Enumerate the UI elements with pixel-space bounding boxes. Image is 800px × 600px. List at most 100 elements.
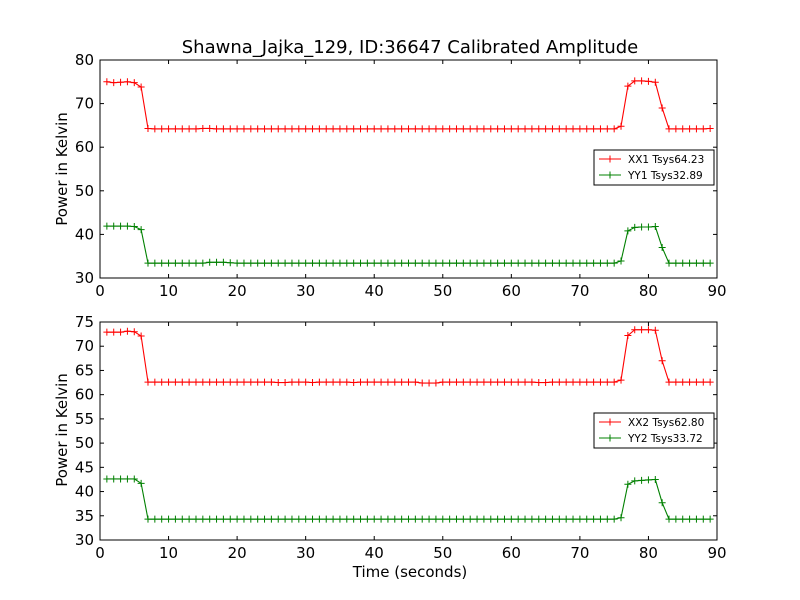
data-point (624, 82, 632, 90)
data-point (329, 515, 337, 523)
data-point (425, 379, 433, 387)
data-point (665, 259, 673, 267)
data-point (686, 378, 694, 386)
data-point (672, 515, 680, 523)
data-point (357, 259, 365, 267)
data-point (466, 378, 474, 386)
x-tick-label: 50 (433, 544, 452, 562)
data-point (507, 515, 515, 523)
data-point (343, 378, 351, 386)
data-point (377, 259, 385, 267)
data-point (384, 515, 392, 523)
data-point (398, 378, 406, 386)
data-point (603, 259, 611, 267)
data-point (254, 125, 262, 133)
data-point (247, 378, 255, 386)
data-point (548, 259, 556, 267)
data-point (247, 515, 255, 523)
data-point (425, 515, 433, 523)
data-point (528, 125, 536, 133)
data-point (658, 243, 666, 251)
y-tick-label: 50 (75, 182, 94, 200)
data-point (261, 378, 269, 386)
data-point (158, 378, 166, 386)
data-point (254, 515, 262, 523)
data-point (548, 378, 556, 386)
data-point (473, 259, 481, 267)
data-point (357, 125, 365, 133)
data-point (610, 259, 618, 267)
data-point (548, 515, 556, 523)
data-point (617, 376, 625, 384)
data-point (281, 379, 289, 387)
x-tick-label: 80 (639, 282, 658, 300)
data-point (596, 378, 604, 386)
data-point (432, 125, 440, 133)
data-point (130, 223, 138, 231)
data-point (603, 515, 611, 523)
data-point (144, 124, 152, 132)
data-point (322, 125, 330, 133)
data-point (343, 515, 351, 523)
data-point (487, 378, 495, 386)
data-point (226, 378, 234, 386)
data-point (706, 378, 714, 386)
data-point (288, 378, 296, 386)
data-point (103, 222, 111, 230)
data-point (137, 83, 145, 91)
legend-label: YY2 Tsys33.72 (627, 433, 703, 445)
data-point (350, 515, 358, 523)
data-point (192, 125, 200, 133)
data-point (357, 378, 365, 386)
data-point (398, 125, 406, 133)
data-point (665, 515, 673, 523)
data-point (261, 515, 269, 523)
data-point (391, 378, 399, 386)
data-point (267, 515, 275, 523)
data-point (706, 259, 714, 267)
data-point (213, 258, 221, 266)
data-point (130, 79, 138, 87)
chart-title: Shawna_Jajka_129, ID:36647 Calibrated Am… (182, 37, 639, 58)
data-point (658, 104, 666, 112)
data-point (336, 125, 344, 133)
data-point (562, 378, 570, 386)
data-point (363, 125, 371, 133)
data-point (651, 78, 659, 86)
data-point (123, 327, 131, 335)
data-point (165, 515, 173, 523)
data-point (617, 514, 625, 522)
data-point (679, 515, 687, 523)
data-point (651, 326, 659, 334)
data-point (535, 259, 543, 267)
data-point (117, 222, 125, 230)
data-point (357, 515, 365, 523)
data-point (226, 515, 234, 523)
data-point (631, 477, 639, 485)
data-point (576, 125, 584, 133)
data-point (418, 379, 426, 387)
data-point (692, 378, 700, 386)
data-point (309, 515, 317, 523)
data-point (576, 378, 584, 386)
x-tick-label: 70 (570, 282, 589, 300)
data-point (610, 515, 618, 523)
data-point (425, 259, 433, 267)
data-point (295, 125, 303, 133)
data-point (514, 125, 522, 133)
data-point (590, 259, 598, 267)
data-point (171, 515, 179, 523)
legend-swatch-marker (606, 171, 614, 179)
data-point (144, 515, 152, 523)
data-point (439, 515, 447, 523)
bottom-y-axis-label: Power in Kelvin (53, 373, 71, 487)
data-point (617, 257, 625, 265)
data-point (473, 515, 481, 523)
data-point (398, 259, 406, 267)
data-point (377, 125, 385, 133)
data-point (596, 125, 604, 133)
y-tick-label: 35 (75, 507, 94, 525)
data-point (418, 125, 426, 133)
data-point (686, 515, 694, 523)
data-point (151, 259, 159, 267)
